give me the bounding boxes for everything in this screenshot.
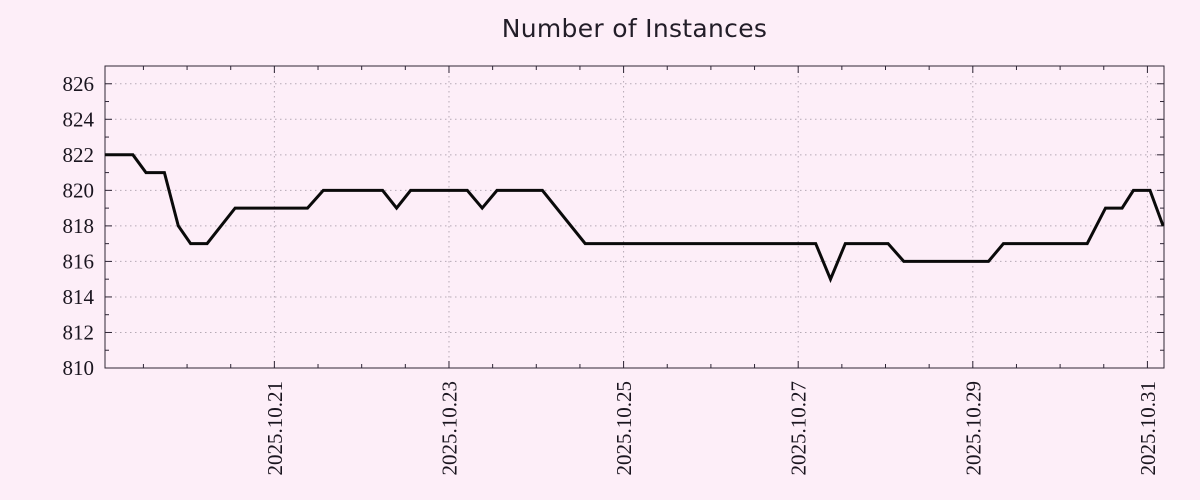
chart-title: Number of Instances [501,14,768,43]
y-tick-label: 814 [63,285,95,309]
x-tick-label: 2025.10.25 [612,381,636,476]
x-tick-label: 2025.10.21 [263,381,287,476]
plot-border [104,65,1165,369]
axes-layer [104,65,1165,369]
y-tick-label: 816 [63,249,95,273]
series-layer [105,153,1165,284]
x-tick-label: 2025.10.29 [961,381,985,476]
y-tick-label: 824 [63,107,95,131]
y-tick-label: 818 [63,214,95,238]
x-tick-labels: 2025.10.21 2025.10.23 2025.10.25 2025.10.27… [263,381,1160,476]
y-tick-label: 812 [63,320,95,344]
x-tick-label: 2025.10.23 [437,381,461,476]
grid-layer [105,66,1164,368]
y-tick-label: 826 [63,72,95,96]
series-line [105,153,1165,284]
y-tick-label: 822 [63,143,95,167]
y-tick-label: 820 [63,178,95,202]
x-tick-label: 2025.10.31 [1136,381,1160,476]
y-tick-label: 810 [63,356,95,380]
y-tick-labels: 810 812 814 816 818 820 822 824 826 [63,72,95,380]
x-tick-label: 2025.10.27 [787,381,811,476]
tick-layer [105,66,1164,368]
